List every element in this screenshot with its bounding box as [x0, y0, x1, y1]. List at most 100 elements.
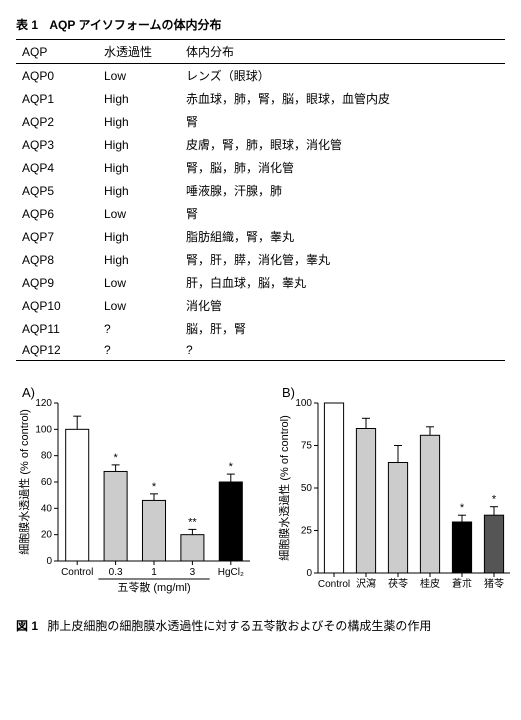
table-cell: 消化管 [180, 294, 505, 317]
svg-text:*: * [152, 481, 157, 493]
bar [452, 522, 471, 573]
table-cell: Low [98, 202, 180, 225]
table-cell: AQP7 [16, 225, 98, 248]
table-label: 表 1 [16, 18, 38, 32]
table-cell: 腎，肝，膵，消化管，睾丸 [180, 248, 505, 271]
table-cell: AQP11 [16, 317, 98, 340]
svg-text:Control: Control [61, 567, 93, 578]
svg-text:25: 25 [301, 526, 313, 537]
table-cell: 皮膚，腎，肺，眼球，消化管 [180, 133, 505, 156]
table-cell: 脳，肝，腎 [180, 317, 505, 340]
svg-text:0: 0 [46, 556, 52, 567]
bar [484, 515, 503, 573]
table-cell: AQP1 [16, 87, 98, 110]
bar [324, 403, 343, 573]
table-row: AQP5High唾液腺，汗腺，肺 [16, 179, 505, 202]
aqp-table: AQP 水透過性 体内分布 AQP0Lowレンズ（眼球）AQP1High赤血球，… [16, 39, 505, 361]
svg-text:細胞膜水透過性 (% of control): 細胞膜水透過性 (% of control) [17, 409, 31, 554]
bar [388, 463, 407, 574]
table-row: AQP7High脂肪組織，腎，睾丸 [16, 225, 505, 248]
table-row: AQP4High腎，脳，肺，消化管 [16, 156, 505, 179]
table-cell: AQP6 [16, 202, 98, 225]
svg-text:HgCl₂: HgCl₂ [218, 567, 244, 578]
table-cell: ? [98, 317, 180, 340]
svg-text:*: * [113, 452, 118, 464]
table-row: AQP1High赤血球，肺，腎，脳，眼球，血管内皮 [16, 87, 505, 110]
svg-text:沢瀉: 沢瀉 [356, 577, 376, 590]
table-cell: 脂肪組織，腎，睾丸 [180, 225, 505, 248]
svg-text:75: 75 [301, 441, 313, 452]
svg-text:20: 20 [41, 530, 53, 541]
table-row: AQP3High皮膚，腎，肺，眼球，消化管 [16, 133, 505, 156]
col-header: 水透過性 [98, 40, 180, 64]
table-row: AQP2High腎 [16, 110, 505, 133]
table-row: AQP8High腎，肝，膵，消化管，睾丸 [16, 248, 505, 271]
svg-text:100: 100 [295, 398, 312, 409]
table-cell: AQP4 [16, 156, 98, 179]
svg-text:60: 60 [41, 477, 53, 488]
bar [142, 500, 165, 561]
table-cell: High [98, 248, 180, 271]
chart-panel-b: B) 0255075100細胞膜水透過性 (% of control)Contr… [276, 385, 516, 605]
panel-label-b: B) [282, 385, 295, 400]
table-cell: High [98, 87, 180, 110]
table-row: AQP12?? [16, 340, 505, 361]
table-cell: レンズ（眼球） [180, 64, 505, 88]
table-cell: High [98, 133, 180, 156]
bar [66, 429, 89, 561]
table-cell: 唾液腺，汗腺，肺 [180, 179, 505, 202]
bar [219, 482, 242, 561]
table-cell: AQP5 [16, 179, 98, 202]
table-cell: Low [98, 294, 180, 317]
table-cell: AQP12 [16, 340, 98, 361]
table-cell: 肝，白血球，脳，睾丸 [180, 271, 505, 294]
table-cell: AQP10 [16, 294, 98, 317]
table-cell: ? [98, 340, 180, 361]
svg-text:80: 80 [41, 451, 53, 462]
svg-text:100: 100 [35, 424, 52, 435]
svg-text:五苓散 (mg/ml): 五苓散 (mg/ml) [117, 580, 190, 594]
figure-label: 図 1 [16, 619, 38, 633]
chart-panel-a: A) 0 20 40 60 80 100 120 細胞膜水透過性 (% of control)… [16, 385, 256, 605]
table-row: AQP9Low肝，白血球，脳，睾丸 [16, 271, 505, 294]
svg-text:**: ** [188, 516, 197, 528]
bar [181, 535, 204, 561]
chart-a: 0 20 40 60 80 100 120 細胞膜水透過性 (% of control) Con… [16, 385, 256, 605]
svg-text:*: * [229, 461, 234, 473]
panel-label-a: A) [22, 385, 35, 400]
table-cell: High [98, 225, 180, 248]
col-header: AQP [16, 40, 98, 64]
table-cell: AQP2 [16, 110, 98, 133]
table-caption: 表 1 AQP アイソフォームの体内分布 [16, 16, 505, 33]
table-cell: 腎 [180, 110, 505, 133]
svg-text:*: * [460, 502, 465, 514]
figure-caption: 図 1 肺上皮細胞の細胞膜水透過性に対する五苓散およびその構成生薬の作用 [16, 617, 505, 634]
table-row: AQP0Lowレンズ（眼球） [16, 64, 505, 88]
svg-text:0: 0 [306, 568, 312, 579]
svg-text:3: 3 [190, 567, 196, 578]
svg-text:細胞膜水透過性 (% of control): 細胞膜水透過性 (% of control) [277, 415, 291, 560]
svg-text:蒼朮: 蒼朮 [452, 577, 472, 590]
svg-text:120: 120 [35, 398, 52, 409]
svg-text:40: 40 [41, 503, 53, 514]
svg-text:0.3: 0.3 [109, 567, 123, 578]
table-cell: High [98, 110, 180, 133]
bar [104, 471, 127, 561]
table-cell: 腎 [180, 202, 505, 225]
svg-text:50: 50 [301, 483, 313, 494]
bar [356, 429, 375, 574]
table-cell: AQP0 [16, 64, 98, 88]
svg-text:茯苓: 茯苓 [388, 577, 408, 590]
table-cell: Low [98, 64, 180, 88]
table-cell: High [98, 156, 180, 179]
table-row: AQP11?脳，肝，腎 [16, 317, 505, 340]
svg-text:*: * [492, 494, 497, 506]
table-cell: ? [180, 340, 505, 361]
col-header: 体内分布 [180, 40, 505, 64]
table-cell: AQP8 [16, 248, 98, 271]
figure-caption-text: 肺上皮細胞の細胞膜水透過性に対する五苓散およびその構成生薬の作用 [47, 619, 431, 633]
table-cell: AQP3 [16, 133, 98, 156]
table-row: AQP10Low消化管 [16, 294, 505, 317]
table-cell: High [98, 179, 180, 202]
svg-text:猪苓: 猪苓 [484, 577, 504, 590]
